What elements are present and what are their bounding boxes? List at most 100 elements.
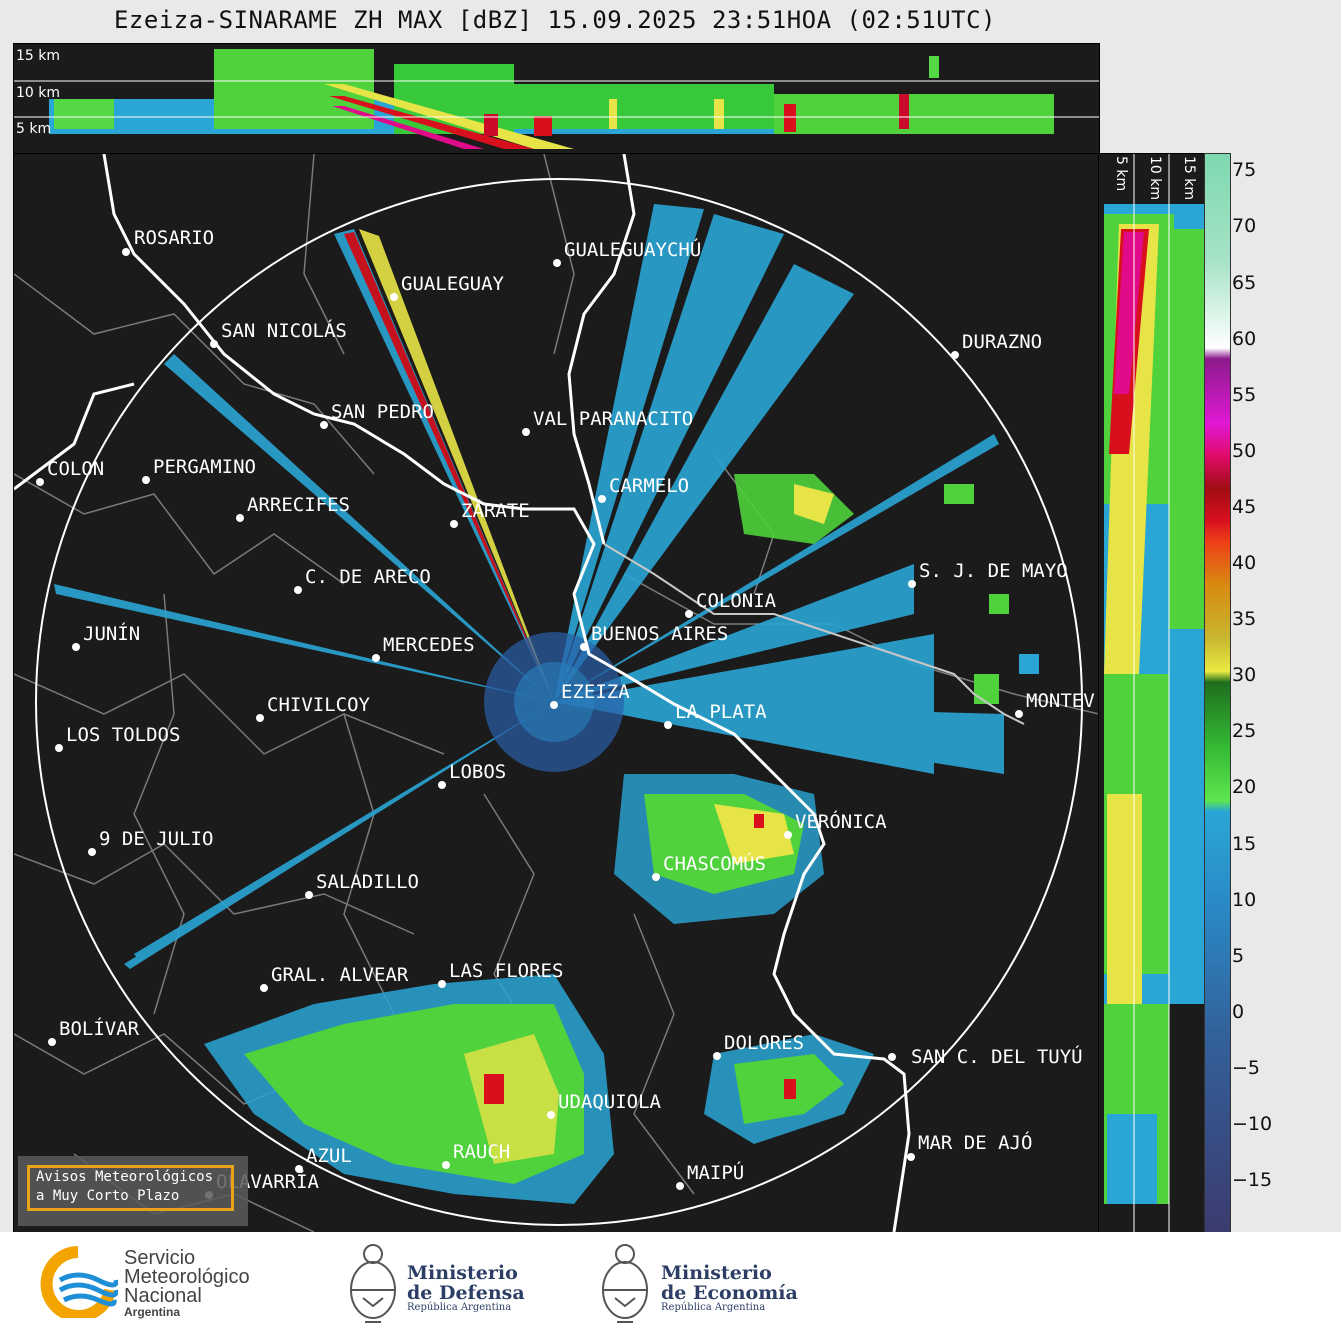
city-dot-pergamino	[142, 476, 150, 484]
city-dot-chascomus	[652, 873, 660, 881]
colorbar-tick: 30	[1232, 664, 1257, 686]
city-san-nicolas: SAN NICOLÁS	[221, 319, 347, 342]
city-gualeguay: GUALEGUAY	[401, 273, 505, 295]
city-pergamino: PERGAMINO	[153, 456, 256, 478]
city-bolivar: BOLÍVAR	[59, 1017, 140, 1040]
colorbar-tick: 20	[1232, 776, 1257, 798]
side-alt-10: 10 km	[1147, 156, 1163, 200]
city-durazno: DURAZNO	[962, 331, 1042, 353]
city-mercedes: MERCEDES	[383, 634, 475, 656]
alert-link[interactable]: Avisos Meteorológicos a Muy Corto Plazo	[27, 1165, 234, 1211]
chart-title: Ezeiza-SINARAME ZH MAX [dBZ] 15.09.2025 …	[113, 6, 996, 34]
city-san-pedro: SAN PEDRO	[331, 401, 434, 423]
footer: Servicio Meteorológico Nacional Argentin…	[0, 1232, 1341, 1336]
top-alt-5: 5 km	[16, 121, 51, 137]
smn-logo-icon	[40, 1246, 118, 1318]
argentina-shield-icon	[350, 1244, 396, 1323]
city-dot-junin	[72, 643, 80, 651]
side-alt-15: 15 km	[1181, 156, 1197, 200]
top-echo-band	[49, 49, 1054, 149]
smn-line-1: Servicio	[124, 1247, 196, 1269]
city-carmelo: CARMELO	[609, 475, 689, 497]
city-los-toldos: LOS TOLDOS	[66, 724, 180, 746]
defensa-sub: República Argentina	[407, 1302, 512, 1313]
smn-name: Servicio Meteorológico Nacional	[124, 1247, 250, 1307]
city-9-de-julio: 9 DE JULIO	[99, 828, 213, 850]
city-dot-gualeguay	[390, 293, 398, 301]
side-echo-band	[1104, 204, 1204, 1204]
city-dot-san-pedro	[320, 421, 328, 429]
city-zarate: ZÁRATE	[461, 499, 530, 522]
smn-line-2: Meteorológico	[124, 1266, 250, 1288]
city-veronica: VERÓNICA	[795, 809, 887, 833]
smn-line-3: Nacional	[124, 1285, 202, 1307]
defensa-line-1: Ministerio	[407, 1262, 518, 1284]
colorbar-tick: 55	[1232, 384, 1257, 406]
radar-rays	[54, 204, 1004, 969]
city-colon: COLON	[47, 458, 104, 480]
alert-line-2: a Muy Corto Plazo	[36, 1188, 180, 1204]
city-dot-mercedes	[372, 654, 380, 662]
city-dot-chivilcoy	[256, 714, 264, 722]
colorbar-tick: −5	[1232, 1057, 1261, 1079]
city-dot-zarate	[450, 520, 458, 528]
top-cross-section: 15 km 10 km 5 km	[13, 43, 1100, 155]
city-udaquiola: UDAQUIOLA	[558, 1091, 662, 1113]
city-montevideo: MONTEV	[1026, 690, 1095, 712]
colorbar-tick: 15	[1232, 833, 1257, 855]
city-san-c-del-tuyu: SAN C. DEL TUYÚ	[911, 1044, 1083, 1068]
defensa-title: Ministerio de Defensa	[407, 1263, 525, 1303]
city-dot-mar-de-ajo	[907, 1153, 915, 1161]
smn-line-4: Argentina	[124, 1305, 181, 1319]
city-dot-c-de-areco	[294, 586, 302, 594]
city-saladillo: SALADILLO	[316, 871, 419, 893]
city-maipu: MAIPÚ	[687, 1160, 744, 1184]
colorbar-tick: 40	[1232, 552, 1257, 574]
city-las-flores: LAS FLORES	[449, 960, 563, 982]
city-dolores: DOLORES	[724, 1032, 804, 1054]
city-dot-s-j-de-mayo	[908, 580, 916, 588]
precip-southeast	[614, 774, 824, 924]
city-rauch: RAUCH	[453, 1141, 510, 1163]
city-gral-alvear: GRAL. ALVEAR	[271, 964, 409, 986]
city-dot-saladillo	[305, 891, 313, 899]
radar-map-svg: ROSARIO GUALEGUAYCHÚ GUALEGUAY SAN NICOL…	[14, 154, 1099, 1232]
city-dot-maipu	[676, 1182, 684, 1190]
city-c-de-areco: C. DE ARECO	[305, 566, 431, 588]
city-dot-colonia	[685, 610, 693, 618]
city-markers: ROSARIO GUALEGUAYCHÚ GUALEGUAY SAN NICOL…	[36, 227, 1095, 1199]
city-la-plata: LA PLATA	[675, 701, 767, 723]
colorbar-tick: 10	[1232, 889, 1257, 911]
colorbar-tick: −10	[1232, 1113, 1273, 1135]
radar-map: ROSARIO GUALEGUAYCHÚ GUALEGUAY SAN NICOL…	[13, 153, 1100, 1233]
colorbar-tick: 5	[1232, 945, 1245, 967]
city-dot-colon	[36, 478, 44, 486]
city-gualeguaychu: GUALEGUAYCHÚ	[564, 237, 701, 261]
city-dot-los-toldos	[55, 744, 63, 752]
city-chivilcoy: CHIVILCOY	[267, 694, 371, 716]
city-rosario: ROSARIO	[134, 227, 214, 249]
city-dot-san-nicolas	[210, 340, 218, 348]
city-dot-ezeiza	[550, 701, 558, 709]
side-cross-section-svg: 5 km 10 km 15 km	[1104, 154, 1204, 1232]
city-dot-montevideo	[1015, 710, 1023, 718]
top-cross-section-svg: 15 km 10 km 5 km	[14, 48, 1099, 149]
economia-line-1: Ministerio	[661, 1262, 772, 1284]
economia-sub: República Argentina	[661, 1302, 766, 1313]
precip-south	[204, 974, 874, 1204]
colorbar-tick: 75	[1232, 159, 1257, 181]
city-mar-de-ajo: MAR DE AJÓ	[918, 1130, 1032, 1154]
city-s-j-de-mayo: S. J. DE MAYO	[919, 560, 1068, 582]
city-dot-gral-alvear	[260, 984, 268, 992]
city-dot-veronica	[784, 831, 792, 839]
city-azul: AZUL	[306, 1145, 352, 1167]
alert-link-box[interactable]: Avisos Meteorológicos a Muy Corto Plazo	[18, 1156, 248, 1226]
city-colonia: COLONIA	[696, 590, 777, 612]
colorbar-tick: 60	[1232, 328, 1257, 350]
uruguay-coast	[603, 543, 1025, 725]
city-junin: JUNÍN	[83, 622, 140, 645]
argentina-shield-icon	[602, 1244, 648, 1323]
city-ezeiza: EZEIZA	[561, 681, 630, 703]
colorbar-tick: 35	[1232, 608, 1257, 630]
alert-line-1: Avisos Meteorológicos	[36, 1169, 214, 1185]
